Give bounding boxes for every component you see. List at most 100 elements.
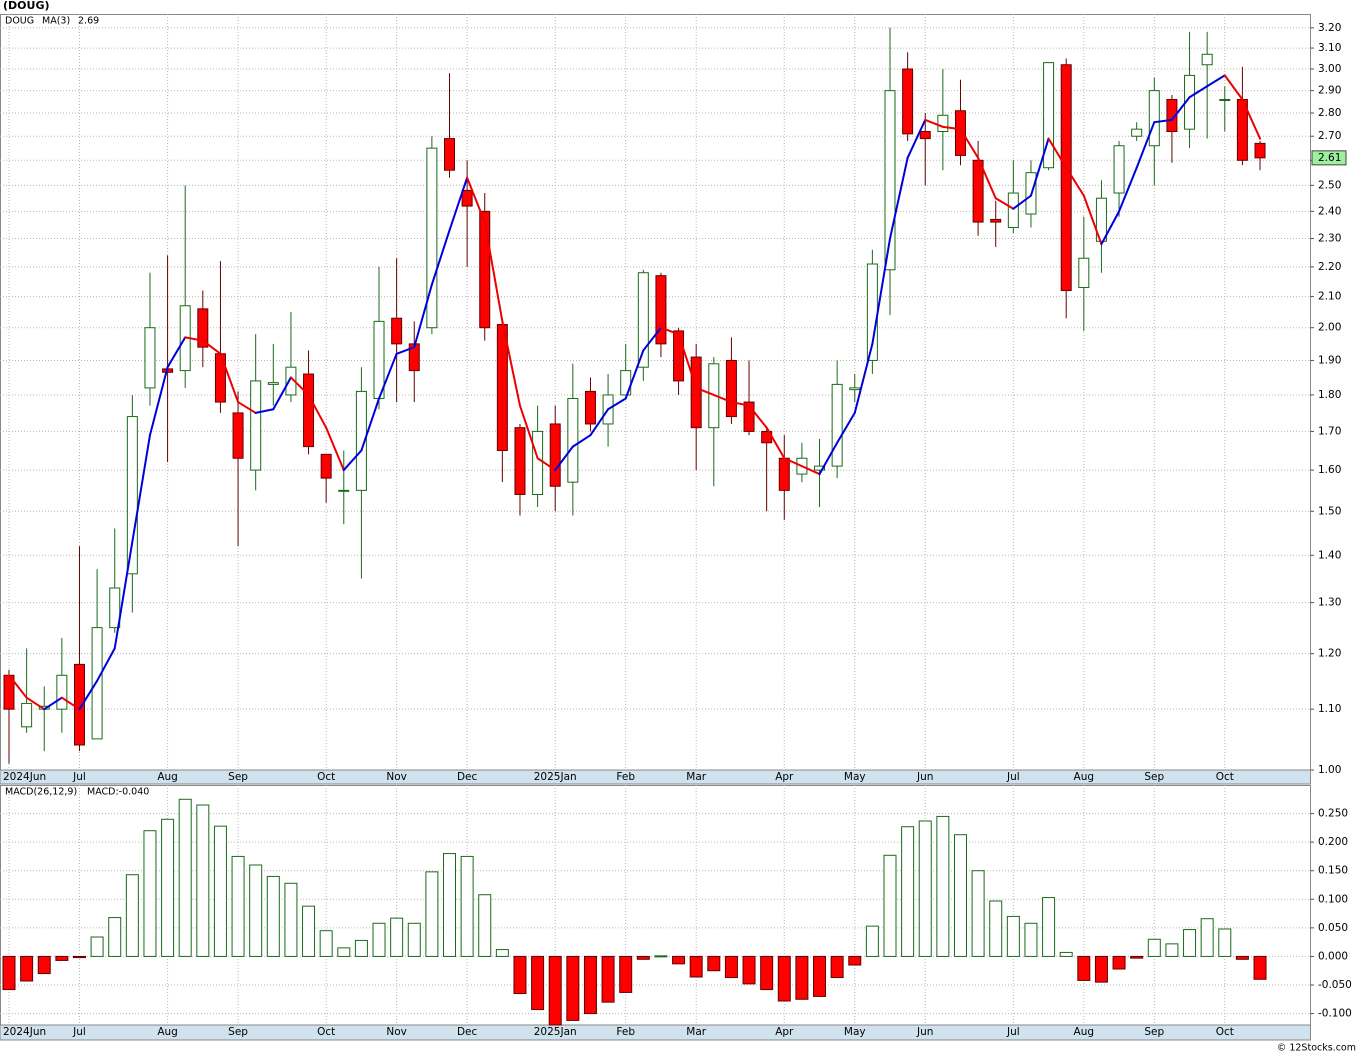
- x-tick-label: Sep: [228, 1026, 248, 1038]
- macd-bar: [443, 853, 456, 957]
- candle-body: [1060, 64, 1072, 292]
- candle-body: [1254, 142, 1266, 159]
- candle-body: [690, 356, 702, 429]
- candle-body: [444, 138, 455, 171]
- ma-line: [1029, 137, 1050, 197]
- macd-bar: [1042, 897, 1056, 957]
- y-tick-label: 1.20: [1318, 648, 1341, 660]
- macd-bar: [513, 955, 527, 995]
- x-tick-label: Nov: [386, 1026, 407, 1038]
- candle-body: [355, 390, 367, 491]
- ma-line: [1012, 194, 1032, 210]
- x-tick-label: Apr: [775, 771, 794, 783]
- ma-line: [360, 397, 381, 452]
- macd-bar: [302, 905, 316, 957]
- macd-bar: [1147, 938, 1161, 957]
- ma-line: [695, 386, 715, 396]
- macd-bar: [90, 936, 104, 957]
- candle-body: [426, 147, 438, 329]
- ma-line: [395, 346, 416, 355]
- macd-bar: [1165, 943, 1179, 957]
- ma-line: [977, 156, 997, 200]
- source: © 12Stocks.com: [1277, 1043, 1356, 1054]
- candle-body: [884, 90, 896, 271]
- candle-body: [725, 359, 737, 418]
- macd-bar: [425, 871, 439, 957]
- ma-line: [501, 320, 521, 407]
- x-tick-label: Jul: [72, 771, 86, 783]
- y-tick-label: 2.00: [1318, 322, 1341, 334]
- candle-body: [461, 189, 473, 207]
- macd-bar: [1183, 929, 1197, 957]
- macd-bar: [1006, 915, 1020, 957]
- ma-line: [1223, 74, 1244, 101]
- candle-body: [391, 317, 403, 345]
- ma-line: [1206, 74, 1226, 88]
- y-tick-label: -0.100: [1318, 1008, 1352, 1020]
- macd-bar: [249, 864, 263, 957]
- macd-bar: [231, 855, 245, 957]
- candle-body: [126, 416, 138, 575]
- ma-line: [712, 393, 733, 404]
- candle-body: [972, 159, 984, 223]
- ma-line: [25, 696, 46, 711]
- ma-line: [8, 674, 28, 699]
- ma-line: [43, 696, 63, 711]
- macd-bar: [372, 922, 386, 957]
- x-tick-label: May: [844, 1026, 866, 1038]
- macd-bar: [548, 955, 562, 1026]
- candle-body: [267, 382, 279, 385]
- plot-area: [0, 14, 1311, 771]
- candle-body: [831, 383, 843, 467]
- macd-bar: [936, 815, 950, 957]
- macd-bar: [178, 798, 192, 957]
- candle-body: [1148, 90, 1160, 147]
- x-tick-label: 2025Jan: [534, 1026, 577, 1038]
- ma-line: [589, 408, 610, 437]
- y-tick-label: 0.200: [1318, 836, 1348, 848]
- candle-body: [655, 275, 667, 345]
- ma-line: [941, 125, 962, 131]
- macd-bar: [1218, 928, 1232, 957]
- candle-body: [232, 412, 244, 459]
- x-tick-label: Sep: [1144, 771, 1164, 783]
- candle-body: [1007, 192, 1019, 229]
- ma-line: [113, 540, 134, 650]
- ma-line: [1082, 194, 1103, 246]
- ma-line: [1188, 85, 1209, 99]
- macd-bar: [989, 900, 1003, 957]
- candle-body: [320, 453, 332, 479]
- macd-bar: [143, 830, 157, 957]
- candle-body: [743, 401, 755, 432]
- macd-bar: [760, 955, 774, 991]
- ma-line: [201, 339, 222, 355]
- macd-bar: [1059, 951, 1073, 957]
- macd-bar: [689, 955, 703, 978]
- ma-line: [78, 679, 99, 711]
- y-tick-label: 2.70: [1318, 130, 1341, 142]
- x-tick-label: Jun: [916, 1026, 933, 1038]
- macd-bar: [724, 955, 738, 979]
- ma-line: [184, 336, 204, 342]
- macd-bar: [601, 955, 615, 1003]
- candle-body: [814, 465, 826, 471]
- candle-body: [778, 457, 790, 491]
- macd-bar: [460, 855, 474, 957]
- macd-bar: [795, 955, 809, 1000]
- candle-body: [144, 327, 156, 389]
- candle-body: [1131, 128, 1143, 137]
- x-tick-label: Jul: [72, 1026, 86, 1038]
- candle-body: [584, 390, 596, 425]
- x-tick-label: Oct: [317, 771, 335, 783]
- ma-line: [219, 352, 240, 404]
- ma-line: [1047, 137, 1068, 169]
- macd-bar: [848, 955, 862, 966]
- candle-body: [197, 308, 209, 348]
- ma-line: [1065, 166, 1085, 197]
- ma-line: [1100, 210, 1121, 246]
- macd-bar: [1130, 955, 1144, 959]
- y-tick-label: 1.80: [1318, 389, 1341, 401]
- candle-body: [532, 430, 544, 495]
- ma-line: [483, 221, 504, 323]
